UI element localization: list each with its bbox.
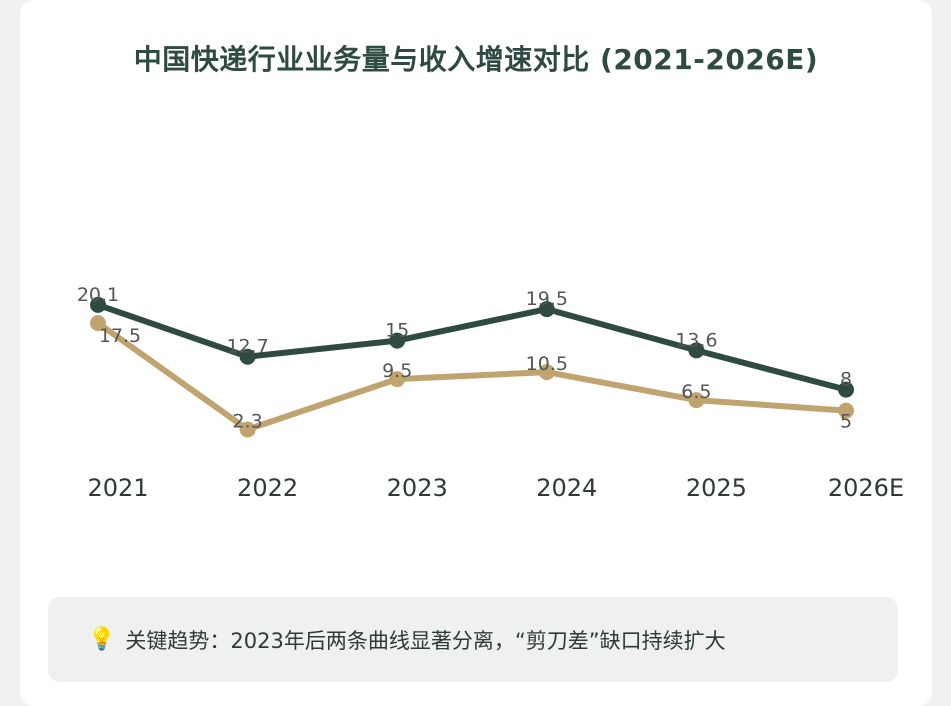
data-point [538,364,555,381]
data-label: 13.6 [675,329,717,351]
data-point [239,421,256,438]
x-tick-label: 2023 [387,474,448,502]
data-label: 17.5 [99,325,141,347]
data-point [239,348,256,365]
data-label: 5 [840,411,852,433]
data-point [688,342,705,359]
data-label: 9.5 [382,360,412,382]
x-tick-label: 2026E [828,474,904,502]
data-point [838,381,854,398]
data-point [90,296,106,313]
chart-card: 中国快递行业业务量与收入增速对比 (2021-2026E) 20.1 12.7 15… [20,0,932,706]
lightbulb-icon: 💡 [88,627,116,652]
x-tick-label: 2022 [237,474,298,502]
line-chart: 20.1 12.7 15 19.5 13.6 8 17.5 2.3 9.5 10.5 6.5 5 20… [77,284,904,502]
chart-title: 中国快递行业业务量与收入增速对比 (2021-2026E) [133,43,819,76]
key-trend-note: 💡 关键趋势：2023年后两条曲线显著分离，“剪刀差”缺口持续扩大 [48,597,898,682]
data-point [688,392,705,409]
data-label: 6.5 [681,381,711,403]
data-label: 15 [385,320,409,342]
data-point [389,371,406,388]
data-label: 2.3 [232,411,262,433]
data-label: 8 [840,369,852,391]
key-trend-text: 关键趋势：2023年后两条曲线显著分离，“剪刀差”缺口持续扩大 [125,628,726,653]
data-point [389,332,406,349]
data-point [838,402,854,419]
data-point [90,315,106,332]
series-line-2 [95,320,849,433]
data-label: 10.5 [526,353,568,375]
series-line-1 [95,301,849,393]
data-label: 19.5 [526,288,568,310]
x-tick-label: 2025 [686,474,747,502]
x-tick-label: 2024 [536,474,597,502]
data-label: 12.7 [226,336,268,358]
data-point [538,301,555,318]
data-label: 20.1 [77,284,119,306]
x-tick-label: 2021 [87,474,148,502]
